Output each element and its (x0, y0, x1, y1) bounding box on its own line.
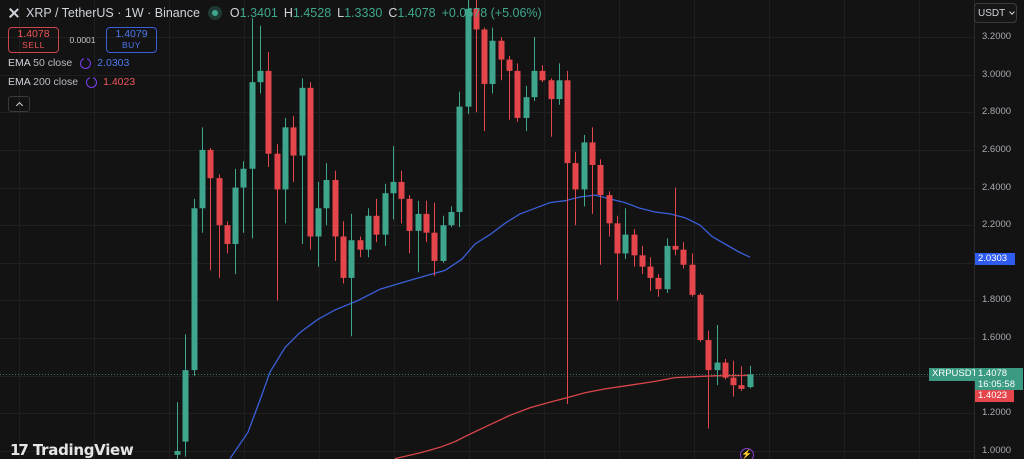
refresh-icon[interactable] (86, 75, 98, 88)
tradingview-mark-icon: 17 (10, 441, 29, 459)
refresh-icon[interactable] (80, 56, 92, 69)
indicator-value: 2.0303 (97, 57, 130, 69)
collapse-legend-button[interactable] (8, 96, 30, 112)
price-axis-label: 2.6000 (982, 143, 1012, 155)
sell-price: 1.4078 (17, 28, 50, 40)
currency-label: USDT (978, 7, 1006, 19)
symbol-title[interactable]: XRP / TetherUS · 1W · Binance (26, 6, 200, 20)
ema200-price-badge: 1.4023 (975, 390, 1014, 402)
sell-label: SELL (22, 40, 45, 50)
close-icon[interactable] (8, 7, 20, 19)
sell-button[interactable]: 1.4078 SELL (8, 27, 59, 53)
open-label: O (229, 6, 240, 20)
last-price: 1.4078 (978, 368, 1008, 379)
spread-value: 0.0001 (69, 35, 96, 45)
lightning-icon[interactable]: ⚡ (740, 448, 754, 459)
bar-countdown: 16:05:58 (978, 379, 1015, 390)
price-axis-label: 3.2000 (982, 31, 1012, 42)
price-axis-label: 1.2000 (982, 407, 1012, 419)
buy-button[interactable]: 1.4079 BUY (106, 27, 157, 53)
price-axis-label: 1.0000 (982, 445, 1012, 457)
logo-text: TradingView (32, 441, 134, 459)
high-value: 1.4528 (292, 6, 332, 20)
indicator-ema50[interactable]: EMA 50 close 2.0303 (8, 54, 542, 72)
buy-price: 1.4079 (115, 28, 148, 40)
indicator-name: EMA (8, 57, 31, 69)
price-axis-label: 2.8000 (982, 106, 1012, 118)
symbol-badge: XRPUSDT (929, 368, 981, 381)
high-label: H (283, 6, 293, 20)
open-value: 1.3401 (239, 6, 278, 20)
market-status-icon[interactable] (207, 6, 222, 20)
price-axis-label: 1.6000 (982, 332, 1012, 344)
indicator-value: 1.4023 (103, 76, 136, 88)
currency-selector[interactable]: USDT (974, 3, 1017, 23)
trade-buttons: 1.4078 SELL 0.0001 1.4079 BUY (8, 27, 542, 53)
indicator-params: 50 close (33, 57, 73, 69)
buy-label: BUY (122, 40, 141, 50)
indicator-params: 200 close (33, 76, 79, 88)
price-axis-label: 1.8000 (982, 294, 1012, 306)
ema50-price-badge: 2.0303 (975, 253, 1015, 265)
chevron-up-icon (15, 101, 23, 110)
tradingview-logo[interactable]: 17 TradingView (10, 441, 134, 459)
last-price-badge: 1.4078 16:05:58 (975, 368, 1023, 390)
low-label: L (337, 6, 345, 20)
change-value: +0.0678 (+5.06%) (441, 6, 542, 20)
chevron-down-icon (1009, 9, 1016, 15)
price-axis-label: 2.4000 (982, 181, 1012, 193)
close-label: C (388, 6, 398, 20)
low-value: 1.3330 (344, 6, 383, 20)
indicator-name: EMA (8, 76, 31, 88)
price-axis-label: 3.0000 (982, 68, 1012, 80)
close-value: 1.4078 (397, 6, 436, 20)
price-axis-label: 2.2000 (982, 219, 1012, 231)
indicator-ema200[interactable]: EMA 200 close 1.4023 (8, 73, 542, 91)
